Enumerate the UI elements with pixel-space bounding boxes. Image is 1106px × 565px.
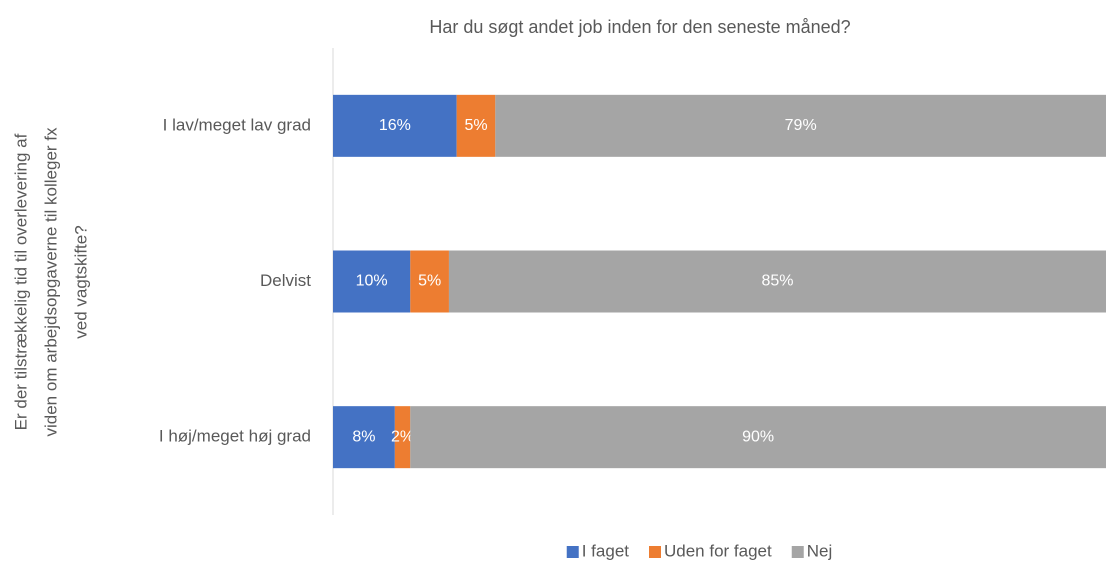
chart-title: Har du søgt andet job inden for den sene… (429, 17, 850, 37)
bar-segment (333, 250, 411, 313)
bar-segment (410, 406, 1106, 469)
legend-label: Uden for faget (664, 541, 772, 560)
data-label: 5% (418, 273, 441, 290)
legend-label: Nej (807, 541, 833, 560)
data-label: 85% (761, 273, 793, 290)
y-tick-label: I høj/meget høj grad (159, 427, 311, 446)
y-axis-label: viden om arbejdsopgaverne til kolleger f… (41, 127, 60, 437)
y-axis-label: Er der tilstrækkelig tid til overleverin… (11, 133, 30, 430)
legend-swatch (566, 546, 579, 558)
y-tick-label: I lav/meget lav grad (163, 115, 311, 134)
data-label: 8% (352, 428, 375, 445)
bar-segment (333, 406, 395, 469)
bar-segment (495, 94, 1106, 157)
y-axis-label: ved vagtskifte? (71, 225, 90, 338)
data-label: 16% (379, 117, 411, 134)
data-label: 79% (785, 117, 817, 134)
bar-segment (410, 250, 449, 313)
y-tick-label: Delvist (260, 271, 311, 290)
legend-label: I faget (582, 541, 630, 560)
data-label: 2% (391, 428, 414, 445)
bar-segment (456, 94, 496, 157)
data-label: 5% (464, 117, 487, 134)
bar-segment (333, 94, 457, 157)
legend-swatch (649, 546, 661, 558)
data-label: 90% (742, 428, 774, 445)
data-label: 10% (356, 273, 388, 290)
bar-segment (394, 406, 411, 469)
bar-segment (448, 250, 1106, 313)
legend-swatch (791, 546, 804, 558)
